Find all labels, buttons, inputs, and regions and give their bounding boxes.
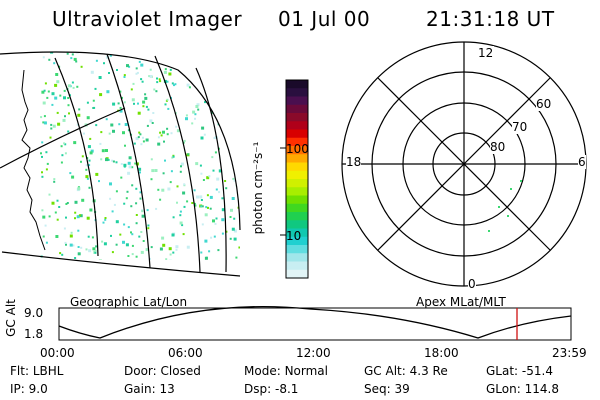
- orbit-altitude-timeline: [58, 305, 572, 341]
- timeline-ylabel: GC Alt: [4, 299, 18, 337]
- longitude-line-2: [106, 53, 151, 269]
- timeline-ytick-1-8: 1.8: [24, 327, 44, 341]
- date-label: 01 Jul 00: [278, 7, 371, 31]
- timeline-xtick-1800: 18:00: [424, 346, 459, 360]
- mlat-label-60: 60: [536, 97, 552, 111]
- altitude-curve: [58, 305, 572, 339]
- colorbar-tick-label-10: 10: [286, 229, 302, 243]
- colorbar-gradient: [286, 80, 308, 279]
- latitude-line-upper: [0, 107, 126, 169]
- timeline-xtick-1200: 12:00: [296, 346, 331, 360]
- longitude-line-1: [54, 57, 99, 257]
- longitude-line-4: [195, 67, 227, 273]
- polar-mlt-panel: [341, 41, 587, 287]
- latitude-line-lower: [1, 251, 241, 277]
- auroral-emission-dots: [40, 52, 240, 260]
- time-label: 21:31:18 UT: [426, 7, 555, 31]
- mlat-label-80: 80: [490, 140, 506, 154]
- image-limb-edge: [0, 51, 241, 231]
- meta-glon: GLon: 114.8: [486, 382, 559, 396]
- meta-mode: Mode: Normal: [244, 364, 328, 378]
- meta-flt: Flt: LBHL: [10, 364, 64, 378]
- polar-panel-label: Apex MLat/MLT: [416, 295, 506, 309]
- timeline-xtick-2359: 23:59: [552, 346, 587, 360]
- mlt-label-0: 0: [468, 277, 476, 291]
- mlt-label-18: 18: [346, 155, 362, 169]
- meta-ip: IP: 9.0: [10, 382, 48, 396]
- meta-seq: Seq: 39: [364, 382, 410, 396]
- meta-gc-alt: GC Alt: 4.3 Re: [364, 364, 448, 378]
- timeline-ytick-9: 9.0: [24, 306, 44, 320]
- meta-door: Door: Closed: [124, 364, 201, 378]
- meta-glat: GLat: -51.4: [486, 364, 553, 378]
- geographic-panel-label: Geographic Lat/Lon: [70, 295, 188, 309]
- longitude-line-3: [154, 55, 201, 273]
- colorbar-tick-label-100: 100: [286, 142, 309, 156]
- timeline-xtick-0000: 00:00: [40, 346, 75, 360]
- mlt-label-12: 12: [477, 46, 495, 60]
- colorbar: [280, 79, 309, 279]
- colorbar-unit-label: photon cm⁻²s⁻¹: [251, 141, 265, 235]
- coastline: [21, 69, 46, 251]
- mlat-label-70: 70: [512, 120, 528, 134]
- meridian-diagonal-2: [377, 77, 551, 251]
- geographic-image-panel: [0, 51, 241, 277]
- timeline-xtick-0600: 06:00: [168, 346, 203, 360]
- mlt-label-6: 6: [578, 155, 586, 169]
- meta-gain: Gain: 13: [124, 382, 175, 396]
- meta-dsp: Dsp: -8.1: [244, 382, 299, 396]
- instrument-title: Ultraviolet Imager: [52, 7, 243, 31]
